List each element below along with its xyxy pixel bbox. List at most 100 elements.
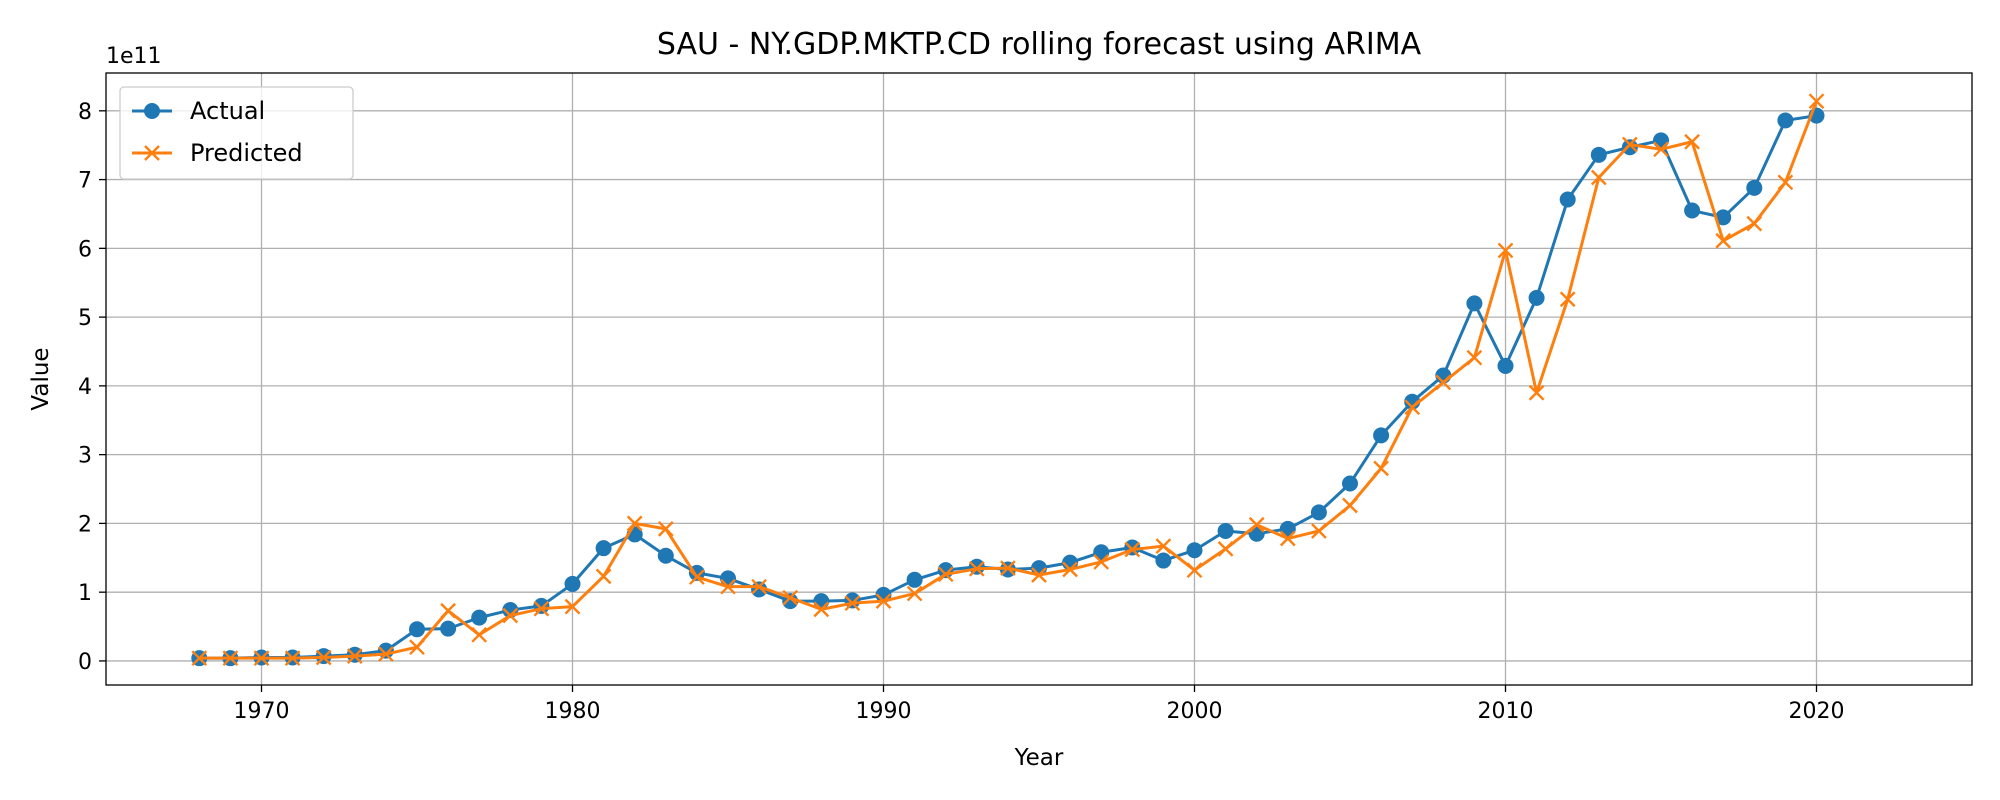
data-point-actual [1590, 146, 1607, 163]
x-tick-label: 2010 [1478, 699, 1534, 724]
data-point-actual [1528, 289, 1545, 306]
data-point-actual [1715, 209, 1732, 226]
data-point-predicted [284, 650, 301, 667]
data-point-predicted [1031, 567, 1047, 583]
chart-title: SAU - NY.GDP.MKTP.CD rolling forecast us… [657, 27, 1422, 62]
data-point-actual [440, 620, 457, 637]
data-point-predicted [409, 639, 425, 656]
data-point-predicted [875, 593, 892, 609]
data-point-actual [1746, 179, 1763, 196]
data-point-predicted [1093, 554, 1110, 570]
data-point-predicted [751, 578, 767, 595]
data-point-predicted [595, 568, 612, 585]
data-point-predicted [1622, 136, 1638, 153]
data-point-predicted [346, 648, 363, 664]
series-layer [191, 93, 1825, 667]
data-point-actual [1217, 522, 1234, 539]
data-point-predicted [1746, 215, 1763, 232]
data-point-predicted [813, 601, 830, 618]
x-tick-label: 1990 [856, 699, 912, 724]
data-point-predicted [1186, 562, 1203, 579]
data-point-actual [1155, 552, 1172, 569]
data-point-actual [1653, 132, 1669, 149]
x-tick-label: 1970 [234, 699, 290, 724]
x-axis-title: Year [1014, 745, 1064, 771]
data-point-predicted [378, 646, 394, 662]
y-tick-label: 4 [78, 375, 92, 400]
y-tick-label: 6 [78, 237, 92, 262]
y-axis-title: Value [28, 347, 54, 410]
data-point-actual [1777, 112, 1794, 129]
legend-item-predicted: Predicted [132, 139, 303, 167]
data-point-predicted [1062, 561, 1078, 578]
data-point-predicted [1684, 133, 1700, 150]
data-point-predicted [1435, 374, 1452, 391]
data-point-predicted [1528, 384, 1545, 401]
data-point-predicted [689, 569, 705, 585]
y-tick-label: 7 [78, 169, 92, 194]
y-tick-label: 2 [78, 512, 92, 537]
data-point-actual [906, 571, 923, 588]
legend-label-predicted: Predicted [190, 139, 303, 167]
y-tick-label: 1 [78, 581, 92, 606]
data-point-predicted [1311, 523, 1327, 539]
data-point-predicted [1653, 141, 1669, 158]
y-tick-label: 5 [78, 306, 92, 331]
data-point-actual [533, 597, 550, 614]
legend: Actual Predicted [119, 86, 354, 180]
data-point-actual [564, 575, 581, 592]
legend-marker-predicted [144, 145, 160, 161]
plot-frame [105, 72, 1973, 686]
data-point-predicted [1000, 560, 1016, 576]
data-point-actual [377, 642, 394, 659]
data-point-actual [1466, 295, 1483, 312]
data-point-predicted [471, 626, 488, 643]
data-point-predicted [782, 589, 799, 606]
data-point-actual [1559, 191, 1576, 208]
data-point-predicted [1342, 497, 1358, 514]
data-point-predicted [1466, 349, 1483, 366]
data-point-predicted [253, 650, 270, 667]
data-point-predicted [968, 560, 985, 577]
data-point-actual [409, 621, 425, 638]
data-point-predicted [1373, 460, 1389, 477]
data-point-actual [1497, 357, 1514, 374]
data-point-predicted [533, 600, 550, 617]
y-tick-label: 3 [78, 444, 92, 469]
data-point-predicted [937, 566, 954, 583]
data-point-actual [1310, 504, 1327, 521]
data-point-predicted [1590, 169, 1607, 186]
data-point-predicted [626, 515, 643, 532]
x-tick-label: 2020 [1789, 699, 1845, 724]
data-point-predicted [222, 650, 239, 667]
data-point-actual [657, 547, 674, 564]
data-point-predicted [1404, 399, 1421, 416]
data-point-actual [1621, 139, 1638, 156]
series-predicted [191, 93, 1825, 667]
data-point-predicted [564, 598, 581, 615]
data-point-actual [471, 609, 488, 626]
y-tick-label: 0 [78, 650, 92, 675]
data-point-predicted [1124, 541, 1141, 558]
data-point-actual [844, 592, 861, 609]
data-point-predicted [657, 521, 674, 537]
data-point-predicted [315, 649, 332, 666]
legend-marker-actual [144, 103, 160, 119]
axis-ticks: 1970 1980 1990 2000 2010 2020 0 1 2 3 4 5 6 7 8 [78, 100, 1845, 724]
data-point-predicted [1777, 174, 1794, 191]
y-axis-offset-label: 1e11 [106, 44, 162, 69]
data-point-actual [1342, 475, 1358, 492]
data-point-predicted [1155, 538, 1172, 554]
legend-label-actual: Actual [190, 97, 265, 125]
data-point-actual [595, 540, 612, 557]
data-point-actual [968, 558, 985, 575]
data-point-actual [1186, 542, 1203, 559]
data-point-predicted [844, 595, 861, 612]
data-point-predicted [1559, 291, 1576, 308]
data-point-predicted [1497, 242, 1514, 259]
data-point-predicted [720, 578, 736, 595]
data-point-predicted [906, 585, 923, 602]
data-point-predicted [1715, 232, 1732, 249]
data-point-predicted [1217, 540, 1234, 557]
